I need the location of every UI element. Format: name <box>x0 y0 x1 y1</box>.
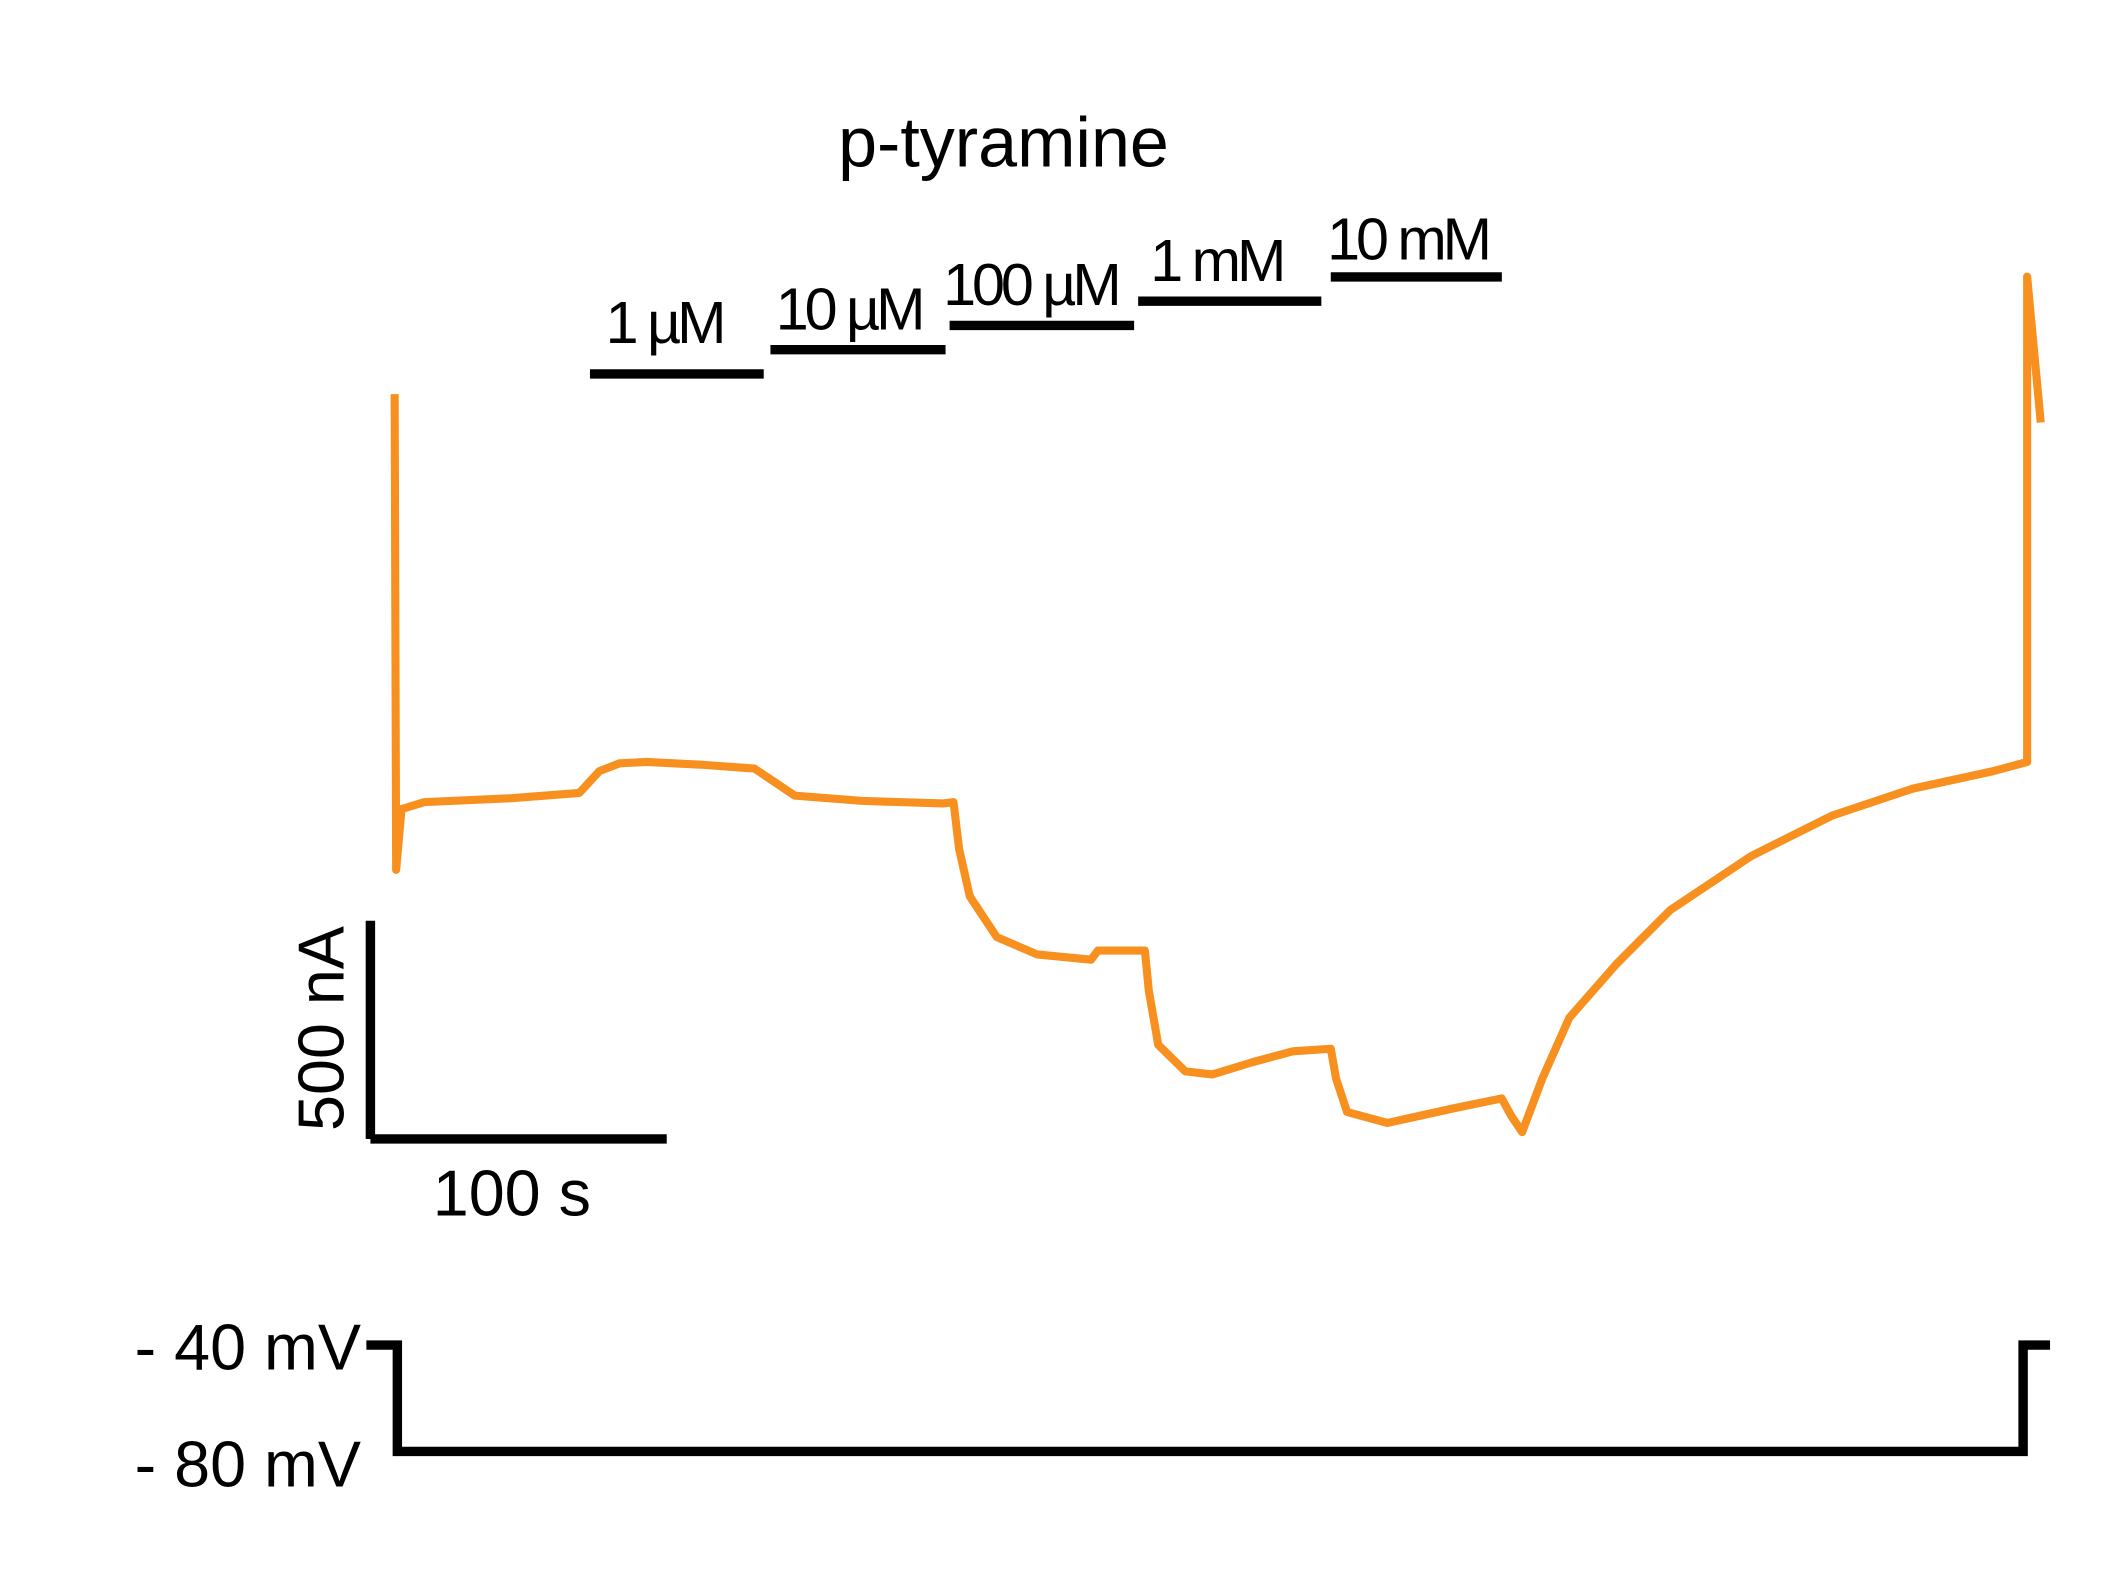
concentration-label: 100 µM <box>943 251 1118 318</box>
voltage-label: - 80 mV <box>135 1427 361 1500</box>
concentration-label: 10 mM <box>1327 205 1488 272</box>
concentration-label: 1 mM <box>1150 227 1282 294</box>
voltage-label: - 40 mV <box>135 1310 361 1383</box>
concentration-label: 1 µM <box>606 289 723 356</box>
voltage-protocol <box>366 1340 2051 1457</box>
title: p-tyramine <box>838 103 1169 181</box>
current-trace <box>390 272 2045 1137</box>
scale-label-current: 500 nA <box>284 926 357 1131</box>
concentration-label: 10 µM <box>776 275 922 342</box>
scale-label-time: 100 s <box>433 1157 591 1230</box>
